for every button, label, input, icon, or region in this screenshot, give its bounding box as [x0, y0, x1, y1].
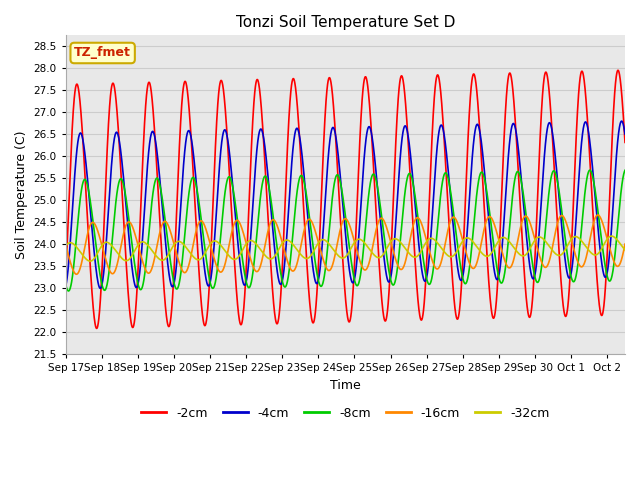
Y-axis label: Soil Temperature (C): Soil Temperature (C) [15, 131, 28, 259]
Text: TZ_fmet: TZ_fmet [74, 47, 131, 60]
Legend: -2cm, -4cm, -8cm, -16cm, -32cm: -2cm, -4cm, -8cm, -16cm, -32cm [136, 402, 555, 425]
Title: Tonzi Soil Temperature Set D: Tonzi Soil Temperature Set D [236, 15, 455, 30]
X-axis label: Time: Time [330, 379, 361, 392]
